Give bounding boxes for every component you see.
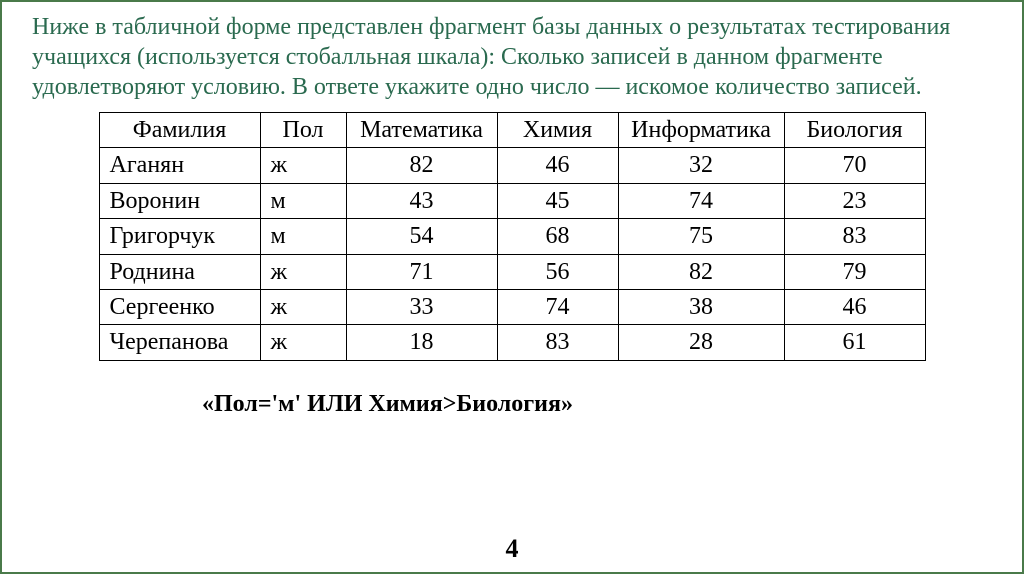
cell-sex: ж	[260, 254, 346, 289]
table-row: Аганян ж 82 46 32 70	[99, 148, 925, 183]
col-header-chem: Химия	[497, 113, 618, 148]
col-header-name: Фамилия	[99, 113, 260, 148]
cell-name: Аганян	[99, 148, 260, 183]
cell-math: 43	[346, 183, 497, 218]
cell-bio: 23	[784, 183, 925, 218]
cell-bio: 61	[784, 325, 925, 360]
table-header-row: Фамилия Пол Математика Химия Информатика…	[99, 113, 925, 148]
slide-frame: Ниже в табличной форме представлен фрагм…	[0, 0, 1024, 574]
cell-chem: 83	[497, 325, 618, 360]
cell-info: 38	[618, 289, 784, 324]
cell-bio: 46	[784, 289, 925, 324]
cell-math: 18	[346, 325, 497, 360]
col-header-bio: Биология	[784, 113, 925, 148]
cell-math: 54	[346, 219, 497, 254]
col-header-sex: Пол	[260, 113, 346, 148]
cell-info: 74	[618, 183, 784, 218]
cell-math: 82	[346, 148, 497, 183]
cell-sex: м	[260, 183, 346, 218]
cell-bio: 70	[784, 148, 925, 183]
cell-math: 33	[346, 289, 497, 324]
answer-value: 4	[2, 534, 1022, 564]
cell-sex: ж	[260, 325, 346, 360]
cell-info: 75	[618, 219, 784, 254]
cell-chem: 46	[497, 148, 618, 183]
cell-sex: м	[260, 219, 346, 254]
cell-info: 28	[618, 325, 784, 360]
question-text: Ниже в табличной форме представлен фрагм…	[32, 12, 992, 102]
cell-sex: ж	[260, 289, 346, 324]
data-table: Фамилия Пол Математика Химия Информатика…	[99, 112, 926, 361]
table-row: Сергеенко ж 33 74 38 46	[99, 289, 925, 324]
cell-math: 71	[346, 254, 497, 289]
cell-info: 82	[618, 254, 784, 289]
cell-chem: 56	[497, 254, 618, 289]
cell-bio: 79	[784, 254, 925, 289]
cell-name: Воронин	[99, 183, 260, 218]
cell-name: Сергеенко	[99, 289, 260, 324]
col-header-info: Информатика	[618, 113, 784, 148]
query-condition: «Пол='м' ИЛИ Химия>Биология»	[202, 391, 992, 418]
table-row: Воронин м 43 45 74 23	[99, 183, 925, 218]
table-row: Григорчук м 54 68 75 83	[99, 219, 925, 254]
cell-chem: 74	[497, 289, 618, 324]
table-container: Фамилия Пол Математика Химия Информатика…	[32, 112, 992, 361]
cell-name: Черепанова	[99, 325, 260, 360]
col-header-math: Математика	[346, 113, 497, 148]
cell-info: 32	[618, 148, 784, 183]
table-row: Черепанова ж 18 83 28 61	[99, 325, 925, 360]
cell-chem: 68	[497, 219, 618, 254]
cell-chem: 45	[497, 183, 618, 218]
cell-sex: ж	[260, 148, 346, 183]
cell-bio: 83	[784, 219, 925, 254]
cell-name: Роднина	[99, 254, 260, 289]
table-row: Роднина ж 71 56 82 79	[99, 254, 925, 289]
cell-name: Григорчук	[99, 219, 260, 254]
